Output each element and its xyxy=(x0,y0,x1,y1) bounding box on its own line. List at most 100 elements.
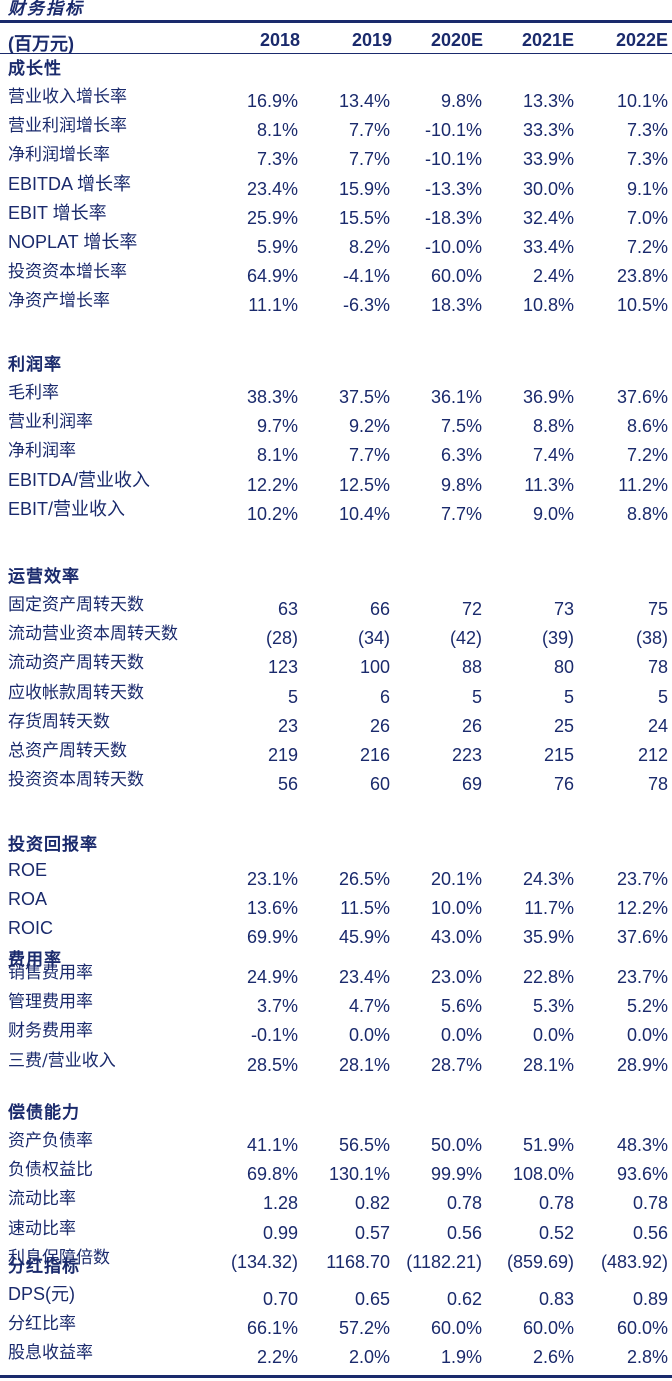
year-header-2021e: 2021E xyxy=(521,30,574,50)
table-cell: 36.9% xyxy=(522,387,574,407)
table-cell: 8.2% xyxy=(348,237,390,257)
section-heading: 分红指标 xyxy=(8,1257,80,1277)
table-cell: 2.0% xyxy=(348,1347,390,1368)
table-cell: 24.3% xyxy=(522,869,574,889)
table-cell: 7.7% xyxy=(348,445,390,466)
table-cell: 0.57 xyxy=(354,1222,390,1243)
table-cell: -10.1% xyxy=(424,120,482,141)
table-cell: 57.2% xyxy=(338,1318,390,1339)
table-cell: 6 xyxy=(379,686,390,707)
table-cell: 5 xyxy=(563,686,574,707)
table-cell: 23.1% xyxy=(246,869,298,889)
row-label: 营业利润率 xyxy=(8,412,93,433)
table-row: 净利润增长率 7.3% 7.7% -10.1% 33.9% 7.3% xyxy=(0,140,672,170)
table-cell: 37.5% xyxy=(338,387,390,407)
table-cell: (34) xyxy=(357,628,390,649)
table-cell: (38) xyxy=(635,628,668,649)
table-cell: -13.3% xyxy=(424,178,482,199)
table-cell: 69.9% xyxy=(246,927,298,948)
table-cell: 93.6% xyxy=(616,1164,668,1185)
table-cell: -6.3% xyxy=(342,295,390,316)
table-cell: 0.99 xyxy=(262,1222,298,1243)
table-cell: 78 xyxy=(647,774,668,795)
row-label: 销售费用率 xyxy=(8,963,93,983)
table-row: 流动资产周转天数 123 100 88 80 78 xyxy=(0,648,672,678)
table-row: 营业收入增长率 16.9% 13.4% 9.8% 13.3% 10.1% xyxy=(0,82,672,112)
table-cell: 80 xyxy=(553,657,574,678)
table-cell: 7.5% xyxy=(440,416,482,437)
table-cell: 28.1% xyxy=(522,1054,574,1075)
row-label: EBITDA/营业收入 xyxy=(8,469,151,490)
table-cell: 219 xyxy=(267,745,298,765)
table-row: 负债权益比 69.8% 130.1% 99.9% 108.0% 93.6% xyxy=(0,1155,672,1185)
row-label: 股息收益率 xyxy=(8,1343,93,1364)
table-cell: 23.8% xyxy=(616,266,668,287)
table-cell: 23.4% xyxy=(338,967,390,987)
table-row: 流动比率 1.28 0.82 0.78 0.78 0.78 xyxy=(0,1184,672,1214)
table-cell: 7.7% xyxy=(440,503,482,524)
table-cell: (859.69) xyxy=(506,1251,574,1272)
table-cell: 25 xyxy=(553,715,574,736)
row-label: EBITDA 增长率 xyxy=(8,173,132,194)
table-cell: 11.5% xyxy=(340,898,390,919)
table-cell: 37.6% xyxy=(616,927,668,948)
table-cell: 35.9% xyxy=(522,927,574,948)
table-row: 股息收益率 2.2% 2.0% 1.9% 2.6% 2.8% xyxy=(0,1338,672,1368)
row-label: 流动比率 xyxy=(8,1189,76,1210)
table-row: EBIT 增长率 25.9% 15.5% -18.3% 32.4% 7.0% xyxy=(0,199,672,229)
row-label: EBIT 增长率 xyxy=(8,202,107,223)
table-cell: 5 xyxy=(287,686,298,707)
table-row: 营业利润增长率 8.1% 7.7% -10.1% 33.3% 7.3% xyxy=(0,111,672,141)
table-cell: 9.8% xyxy=(440,474,482,495)
table-cell: 23.0% xyxy=(430,967,482,987)
table-cell: 212 xyxy=(637,745,668,765)
table-cell: 0.78 xyxy=(632,1193,668,1214)
table-cell: 5.6% xyxy=(440,996,482,1017)
table-cell: 10.8% xyxy=(522,295,574,316)
table-row: DPS(元) 0.70 0.65 0.62 0.83 0.89 xyxy=(0,1280,672,1310)
table-cell: 11.7% xyxy=(524,898,574,919)
table-cell: 123 xyxy=(267,657,298,678)
table-row: 应收帐款周转天数 5 6 5 5 5 xyxy=(0,678,672,708)
table-cell: (42) xyxy=(449,628,482,649)
table-cell: 26 xyxy=(461,715,482,736)
table-cell: 5 xyxy=(471,686,482,707)
row-label: 流动营业资本周转天数 xyxy=(8,624,178,645)
section-heading: 费用率 xyxy=(8,950,62,970)
table-cell: 75 xyxy=(647,599,668,619)
table-cell: 8.1% xyxy=(256,120,298,141)
table-cell: 7.0% xyxy=(626,207,668,228)
table-cell: 60 xyxy=(369,774,390,795)
table-cell: 28.7% xyxy=(430,1054,482,1075)
row-label: 流动资产周转天数 xyxy=(8,653,144,674)
table-cell: 13.4% xyxy=(338,91,390,111)
table-cell: 1168.70 xyxy=(326,1251,390,1272)
table-cell: (39) xyxy=(541,628,574,649)
table-cell: 2.2% xyxy=(256,1347,298,1368)
table-cell: 66 xyxy=(369,599,390,619)
row-label: 营业利润增长率 xyxy=(8,116,127,137)
section-heading: 利润率 xyxy=(8,355,62,375)
row-label: ROA xyxy=(8,889,48,910)
table-row: 存货周转天数 23 26 26 25 24 xyxy=(0,707,672,737)
row-label: 三费/营业收入 xyxy=(8,1050,116,1071)
table-row: 销售费用率 24.9% 23.4% 23.0% 22.8% 23.7% xyxy=(0,958,672,988)
table-cell: 0.62 xyxy=(446,1289,482,1309)
row-label: NOPLAT 增长率 xyxy=(8,232,138,252)
table-cell: 12.5% xyxy=(338,474,390,495)
table-cell: 23 xyxy=(277,715,298,736)
table-cell: 2.8% xyxy=(626,1347,668,1368)
table-cell: 26.5% xyxy=(338,869,390,889)
table-cell: 8.8% xyxy=(626,503,668,524)
table-cell: 9.0% xyxy=(532,503,574,524)
table-cell: 8.6% xyxy=(626,416,668,437)
table-row: EBIT/营业收入 10.2% 10.4% 7.7% 9.0% 8.8% xyxy=(0,495,672,525)
bottom-rule xyxy=(0,1375,672,1378)
table-cell: 0.56 xyxy=(446,1222,482,1243)
table-cell: 13.3% xyxy=(522,91,574,111)
table-cell: 10.4% xyxy=(338,503,390,524)
table-row: 财务费用率 -0.1% 0.0% 0.0% 0.0% 0.0% xyxy=(0,1016,672,1046)
table-row: 投资资本增长率 64.9% -4.1% 60.0% 2.4% 23.8% xyxy=(0,257,672,287)
table-cell: 7.2% xyxy=(626,445,668,466)
table-cell: 33.4% xyxy=(522,237,574,257)
